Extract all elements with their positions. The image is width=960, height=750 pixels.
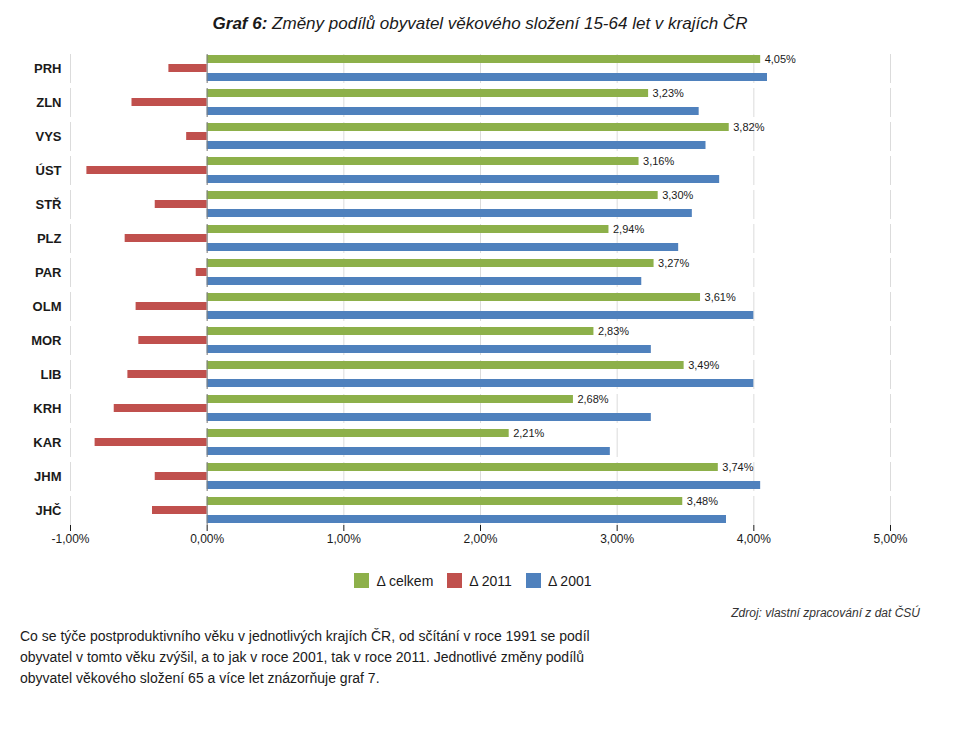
- svg-text:3,48%: 3,48%: [687, 495, 718, 507]
- svg-text:ZLN: ZLN: [36, 95, 61, 110]
- svg-text:JHM: JHM: [34, 469, 61, 484]
- svg-text:VYS: VYS: [35, 129, 61, 144]
- svg-text:3,49%: 3,49%: [688, 359, 719, 371]
- svg-text:KRH: KRH: [33, 401, 61, 416]
- svg-text:2,68%: 2,68%: [577, 393, 608, 405]
- svg-text:2,21%: 2,21%: [513, 427, 544, 439]
- svg-text:-1,00%: -1,00%: [51, 532, 89, 546]
- svg-text:3,30%: 3,30%: [662, 189, 693, 201]
- svg-text:3,74%: 3,74%: [722, 461, 753, 473]
- svg-text:STŘ: STŘ: [36, 197, 63, 212]
- svg-text:2,83%: 2,83%: [598, 325, 629, 337]
- svg-text:OLM: OLM: [33, 299, 62, 314]
- svg-text:3,16%: 3,16%: [643, 155, 674, 167]
- svg-text:3,23%: 3,23%: [653, 87, 684, 99]
- svg-text:PAR: PAR: [35, 265, 62, 280]
- svg-text:2,94%: 2,94%: [613, 223, 644, 235]
- html-text:Δ celkem: Δ celkem: [376, 572, 434, 589]
- svg-text:KAR: KAR: [33, 435, 62, 450]
- html-text:Co se týče postproduktivního v: Co se týče postproduktivního věku v jedn…: [20, 628, 590, 686]
- svg-text:1,00%: 1,00%: [327, 532, 361, 546]
- svg-text:2,00%: 2,00%: [463, 532, 497, 546]
- html-text:Zdroj: vlastní zpracování z da: Zdroj: vlastní zpracování z dat ČSÚ: [731, 606, 920, 620]
- svg-text:3,82%: 3,82%: [733, 121, 764, 133]
- svg-text:LIB: LIB: [41, 367, 62, 382]
- svg-text:MOR: MOR: [31, 333, 62, 348]
- svg-text:5,00%: 5,00%: [873, 532, 907, 546]
- svg-text:3,00%: 3,00%: [600, 532, 634, 546]
- svg-text:4,05%: 4,05%: [765, 53, 796, 65]
- svg-text:3,27%: 3,27%: [658, 257, 689, 269]
- svg-text:PRH: PRH: [34, 61, 61, 76]
- html-text:Δ 2001: Δ 2001: [547, 572, 592, 589]
- html-text:Δ 2011: Δ 2011: [469, 572, 512, 589]
- html-text:Graf 6: Změny podílů obyvatel: Graf 6: Změny podílů obyvatel věkového s…: [212, 14, 748, 33]
- svg-text:4,00%: 4,00%: [737, 532, 771, 546]
- svg-text:3,61%: 3,61%: [705, 291, 736, 303]
- svg-text:0,00%: 0,00%: [190, 532, 224, 546]
- svg-text:ÚST: ÚST: [36, 163, 62, 178]
- svg-text:PLZ: PLZ: [37, 231, 62, 246]
- svg-text:JHČ: JHČ: [35, 503, 62, 518]
